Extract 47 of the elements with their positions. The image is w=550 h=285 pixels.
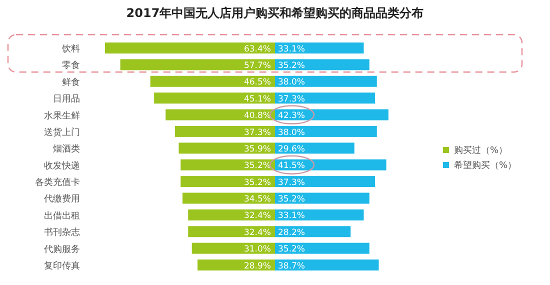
data-label: 31.0% [244, 244, 271, 255]
y-tick-label: 出借出租 [44, 210, 80, 222]
data-label: 35.9% [244, 144, 271, 154]
chart-title: 2017年中国无人店用户购买和希望购买的商品品类分布 [126, 6, 424, 20]
data-label: 33.1% [278, 211, 306, 222]
data-label: 45.1% [244, 94, 271, 104]
y-tick-label: 代缴费用 [43, 194, 80, 205]
data-label: 57.7% [244, 60, 271, 71]
y-tick-label: 零食 [62, 60, 80, 72]
data-label: 37.3% [244, 128, 271, 138]
data-label: 32.4% [244, 228, 271, 238]
data-label: 35.2% [278, 244, 306, 255]
data-label: 35.2% [278, 194, 306, 205]
data-label: 32.4% [244, 211, 271, 222]
data-label: 38.0% [278, 128, 306, 138]
y-tick-label: 收发快递 [44, 160, 80, 172]
data-label: 29.6% [278, 144, 306, 154]
y-tick-label: 各类充值卡 [35, 177, 80, 188]
legend-label: 希望购买（%） [454, 160, 517, 171]
y-tick-label: 复印传真 [44, 260, 80, 272]
data-label: 35.2% [278, 60, 306, 71]
data-label: 28.9% [244, 261, 271, 272]
legend: 购买过（%） [443, 146, 508, 156]
data-label: 46.5% [244, 78, 271, 88]
data-label: 38.0% [278, 78, 306, 88]
data-label: 37.3% [278, 94, 306, 104]
data-label: 42.3% [278, 111, 306, 122]
data-label: 38.7% [278, 261, 306, 272]
y-tick-label: 书刊杂志 [44, 227, 80, 238]
data-label: 34.5% [244, 194, 271, 205]
data-label: 37.3% [278, 178, 306, 188]
data-label: 63.4% [244, 44, 271, 54]
y-tick-label: 鲜食 [62, 76, 80, 88]
y-tick-label: 饮料 [61, 44, 80, 54]
y-tick-label: 代购服务 [43, 244, 80, 255]
y-tick-label: 水果生鲜 [44, 110, 80, 122]
data-label: 28.2% [278, 228, 306, 238]
data-label: 41.5% [278, 161, 306, 172]
data-label: 35.2% [244, 161, 271, 172]
legend-label: 购买过（%） [454, 145, 508, 156]
data-label: 35.2% [244, 178, 271, 188]
y-tick-label: 烟酒类 [53, 144, 80, 155]
y-tick-label: 送货上门 [44, 126, 80, 138]
legend: 希望购买（%） [443, 161, 517, 171]
y-tick-label: 日用品 [53, 94, 80, 105]
data-label: 40.8% [244, 111, 271, 122]
data-label: 33.1% [278, 44, 306, 54]
